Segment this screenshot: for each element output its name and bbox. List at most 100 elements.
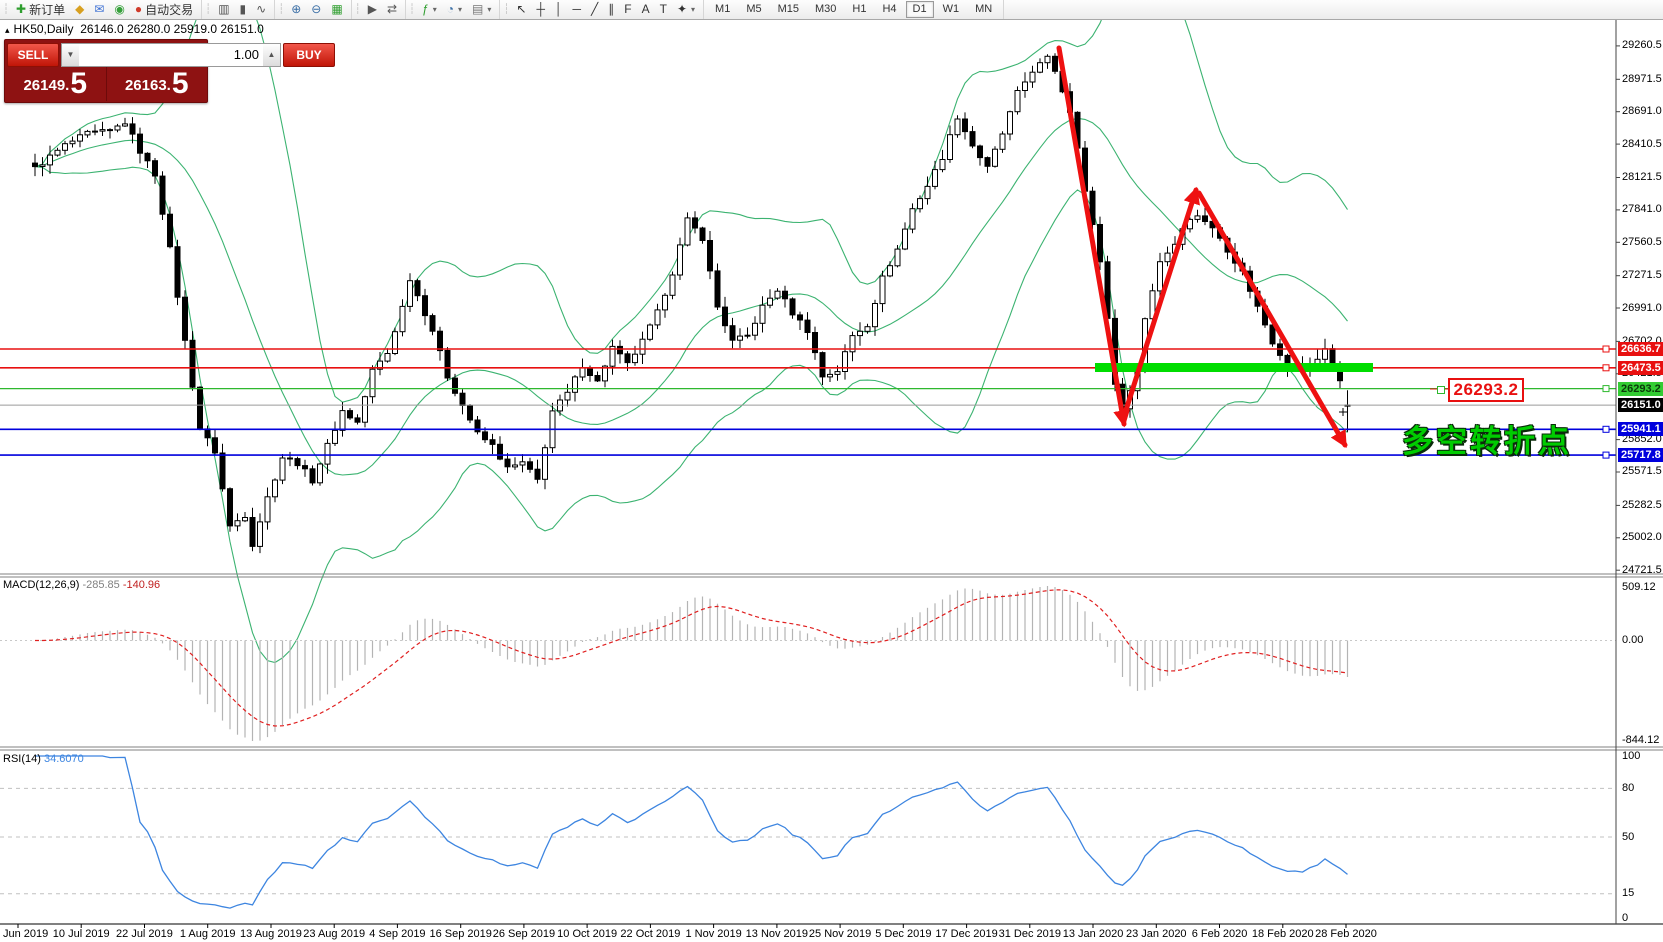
rsi-pane: [0, 755, 1616, 909]
toolbar-grip: ┆: [205, 4, 212, 15]
price-tick-label: 28121.5: [1622, 170, 1662, 183]
crosshair-button[interactable]: ┼: [531, 0, 550, 19]
green-line-handle[interactable]: [1437, 386, 1445, 394]
price-tick-label: 27560.5: [1622, 235, 1662, 248]
date-tick-label: 1 Aug 2019: [179, 928, 236, 940]
volume-decrease-button[interactable]: ▼: [62, 43, 79, 66]
toolbar-button-groups: ┆ ✚ 新订单 ◆ ✉ ◉ ● 自动交易 ┆ ▥ ▮ ∿ ┆ ⊕ ⊖ ▦ ┆ ▶ ⇄ ┆ ƒ ▾ ◔ ▾ ▤ ▾ ┆ ↖ ┼ │ ─ ╱ ∥ F A…: [0, 0, 705, 19]
timeframe-toolbar: M1 M5 M15 M30 H1 H4 D1 W1 MN: [704, 0, 1005, 19]
timeframe-mn-button[interactable]: MN: [975, 3, 993, 15]
timeframe-m5-button[interactable]: M5: [746, 3, 762, 15]
date-tick-label: 16 Sep 2019: [429, 928, 492, 940]
autotrade-button[interactable]: ● 自动交易: [130, 0, 198, 19]
date-tick-label: 23 Jan 2020: [1126, 928, 1187, 940]
sell-button[interactable]: SELL: [7, 42, 59, 67]
cursor-button[interactable]: ↖: [511, 0, 531, 19]
chart-shift-button[interactable]: ⇄: [382, 0, 402, 19]
auto-scroll-button[interactable]: ▶: [363, 0, 382, 19]
price-tick-label: 28971.5: [1622, 72, 1662, 85]
pane-separators[interactable]: [0, 19, 1663, 925]
periods-caret-icon[interactable]: ▾: [458, 5, 463, 14]
periods-button[interactable]: ◔ ▾: [442, 0, 467, 19]
one-click-price-row: 26149. 5 26163. 5: [5, 67, 207, 101]
timeframe-m15-button[interactable]: M15: [777, 3, 799, 15]
sell-price[interactable]: 26149. 5: [5, 67, 107, 101]
price-tick-label: 29260.5: [1622, 39, 1662, 52]
text-button[interactable]: A: [637, 0, 655, 19]
line-chart-button[interactable]: ∿: [251, 0, 271, 19]
channel-button[interactable]: ∥: [603, 0, 619, 19]
indicators-button[interactable]: ƒ ▾: [417, 0, 442, 19]
chart-shift-icon: ⇄: [386, 2, 398, 16]
gold-tool-button[interactable]: ◆: [70, 0, 89, 19]
buy-button[interactable]: BUY: [283, 42, 335, 67]
macd-pane: [0, 586, 1616, 741]
timeframe-w1-button[interactable]: W1: [942, 3, 960, 15]
date-tick-label: 28 Feb 2020: [1315, 928, 1377, 940]
annotation-objects[interactable]: [1056, 45, 1448, 448]
zoom-in-icon: ⊕: [291, 2, 302, 16]
buy-price[interactable]: 26163. 5: [107, 67, 208, 101]
object-anchor-cross: [1339, 408, 1347, 416]
date-tick-label: 31 Dec 2019: [998, 928, 1061, 940]
date-tick-label: 10 Jul 2019: [52, 928, 110, 940]
date-tick-label: 6 Feb 2020: [1191, 928, 1248, 940]
date-tick-label: 1 Nov 2019: [685, 928, 742, 940]
macd-signal-value: -140.96: [122, 579, 161, 591]
arrows-button[interactable]: ✦ ▾: [672, 0, 700, 19]
gold-tool-icon: ◆: [75, 2, 85, 16]
arrows-icon: ✦: [676, 2, 688, 16]
horizontal-level-lines[interactable]: [0, 345, 1616, 459]
periods-icon: ◔: [446, 2, 455, 16]
arrows-caret-icon[interactable]: ▾: [691, 5, 696, 14]
annotation-price-label[interactable]: 26293.2: [1448, 378, 1524, 402]
price-tick-label: 27271.5: [1622, 269, 1662, 282]
templates-caret-icon[interactable]: ▾: [487, 5, 492, 14]
date-tick-label: 5 Dec 2019: [875, 928, 932, 940]
zoom-out-button[interactable]: ⊖: [306, 0, 326, 19]
label-button[interactable]: T: [655, 0, 672, 19]
date-tick-label: 23 Aug 2019: [303, 928, 366, 940]
collapse-one-click-icon[interactable]: ▴: [5, 25, 10, 35]
toolbar-group-chart-types: ┆ ▥ ▮ ∿: [202, 0, 276, 19]
date-tick-label: 13 Nov 2019: [745, 928, 809, 940]
trendline-button[interactable]: ╱: [586, 0, 603, 19]
price-tick-label: 28410.5: [1622, 137, 1662, 150]
volume-input[interactable]: [79, 43, 263, 66]
chart-ohlc-values: 26146.0 26280.0 25919.0 26151.0: [80, 22, 264, 36]
broadcast-button[interactable]: ◉: [109, 0, 129, 19]
macd-tick-label: -844.12: [1622, 734, 1660, 746]
timeframe-m30-button[interactable]: M30: [815, 3, 837, 15]
timeframe-d1-button[interactable]: D1: [905, 1, 934, 18]
templates-button[interactable]: ▤ ▾: [467, 0, 496, 19]
templates-icon: ▤: [472, 2, 484, 16]
axis-tick-marks: [17, 45, 1620, 928]
tile-windows-button[interactable]: ▦: [326, 0, 347, 19]
cursor-icon: ↖: [516, 2, 527, 16]
new-order-button[interactable]: ✚ 新订单: [11, 0, 70, 19]
macd-main-value: -285.85: [82, 579, 120, 591]
bars-chart-button[interactable]: ▥: [213, 0, 234, 19]
rsi-tick-label: 0: [1622, 911, 1629, 924]
indicators-caret-icon[interactable]: ▾: [432, 5, 437, 14]
zoom-in-button[interactable]: ⊕: [286, 0, 306, 19]
mail-button[interactable]: ✉: [89, 0, 109, 19]
trendline-icon: ╱: [591, 2, 599, 16]
timeframe-m1-button[interactable]: M1: [715, 3, 731, 15]
vertical-line-button[interactable]: │: [550, 0, 568, 19]
toolbar-group-objects: ┆ ƒ ▾ ◔ ▾ ▤ ▾: [406, 0, 501, 19]
candles-chart-button[interactable]: ▮: [235, 0, 252, 19]
horizontal-line-button[interactable]: ─: [568, 0, 587, 19]
fibonacci-button[interactable]: F: [619, 0, 636, 19]
mail-icon: ✉: [94, 2, 105, 16]
timeframe-h4-button[interactable]: H4: [882, 3, 897, 15]
red-trend-arrow: [1196, 190, 1348, 448]
vertical-line-icon: │: [555, 2, 563, 16]
bars-chart-icon: ▥: [218, 2, 230, 16]
timeframe-h1-button[interactable]: H1: [852, 3, 867, 15]
volume-increase-button[interactable]: ▲: [263, 43, 280, 66]
annotation-turning-point-text[interactable]: 多空转折点: [1402, 424, 1572, 459]
one-click-top-row: SELL ▼ ▲ BUY: [5, 40, 335, 67]
